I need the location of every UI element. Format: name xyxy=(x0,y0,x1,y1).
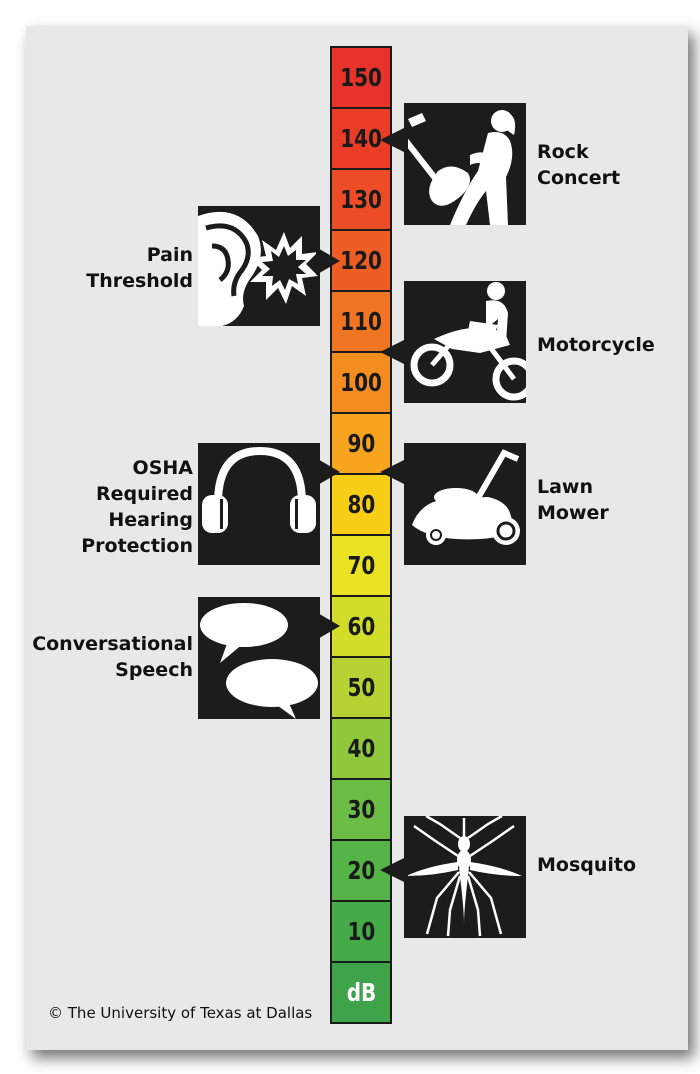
mosquito-icon xyxy=(406,816,522,937)
rock-concert-pointer xyxy=(380,126,408,154)
earmuffs-icon xyxy=(202,446,316,533)
pain-threshold-label-line-1: Pain xyxy=(146,244,193,266)
scale-segment-60: 60 xyxy=(330,595,392,658)
scale-segment-label: 110 xyxy=(340,307,382,336)
conversational-speech-panel xyxy=(198,597,320,719)
motorcycle-panel xyxy=(404,281,526,403)
speech-bubbles-icon xyxy=(200,603,318,719)
scale-segment-10: 10 xyxy=(330,900,392,963)
lawn-mower-panel xyxy=(404,443,526,565)
conversational-speech-label-line-1: Conversational xyxy=(32,633,193,655)
scale-segment-50: 50 xyxy=(330,656,392,719)
conversational-speech-label: Conversational Speech xyxy=(32,631,193,683)
scale-segment-label: 60 xyxy=(347,612,375,641)
lawn-mower-pointer xyxy=(380,458,408,486)
scale-segment-label: 90 xyxy=(347,429,375,458)
scale-segment-label: dB xyxy=(346,978,376,1007)
lawn-mower-label-line-1: Lawn xyxy=(537,476,594,498)
ear-pain-icon xyxy=(198,211,318,326)
osha-protection-label-line-4: Protection xyxy=(81,535,193,557)
scale-segment-label: 10 xyxy=(347,917,375,946)
motorcycle-pointer xyxy=(380,338,408,366)
scale-segment-label: 20 xyxy=(347,856,375,885)
scale-segment-130: 130 xyxy=(330,168,392,231)
motorcycle-icon xyxy=(410,282,526,401)
osha-protection-label-line-1: OSHA xyxy=(132,457,193,479)
osha-protection-pointer xyxy=(316,458,340,486)
scale-segment-label: 70 xyxy=(347,551,375,580)
mosquito-panel xyxy=(404,816,526,938)
pain-threshold-label-line-2: Threshold xyxy=(86,270,193,292)
copyright-notice: © The University of Texas at Dallas xyxy=(48,1004,313,1022)
pain-threshold-panel xyxy=(198,206,320,326)
lawn-mower-icon xyxy=(412,449,520,545)
scale-segment-label: 130 xyxy=(340,185,382,214)
rock-concert-panel xyxy=(404,103,526,225)
rock-concert-label-line-2: Concert xyxy=(537,167,621,189)
rock-concert-label: Rock Concert xyxy=(537,139,620,191)
decibel-scale: 150 140 130 120 110 100 90 80 70 60 50 40 30 20 10 dB xyxy=(330,46,392,1024)
osha-protection-label-line-2: Required xyxy=(95,483,193,505)
scale-segment-label: 30 xyxy=(347,795,375,824)
scale-segment-label: 150 xyxy=(340,63,382,92)
scale-segment-100: 100 xyxy=(330,351,392,414)
scale-segment-label: 100 xyxy=(340,368,382,397)
conversational-speech-label-line-2: Speech xyxy=(115,659,193,681)
scale-segment-label: 40 xyxy=(347,734,375,763)
mosquito-pointer xyxy=(380,856,408,884)
scale-segment-label: 80 xyxy=(347,490,375,519)
osha-protection-label-line-3: Hearing xyxy=(108,509,193,531)
pain-threshold-pointer xyxy=(316,247,340,275)
mosquito-label-line-1: Mosquito xyxy=(537,854,637,876)
scale-segment-20: 20 xyxy=(330,839,392,902)
scale-segment-label: 140 xyxy=(340,124,382,153)
motorcycle-label: Motorcycle xyxy=(537,332,655,358)
scale-segment-110: 110 xyxy=(330,290,392,353)
osha-protection-panel xyxy=(198,443,320,565)
lawn-mower-label: Lawn Mower xyxy=(537,474,609,526)
scale-segment-label: 120 xyxy=(340,246,382,275)
motorcycle-label-line-1: Motorcycle xyxy=(537,334,655,356)
guitarist-icon xyxy=(404,110,516,225)
osha-protection-label: OSHA Required Hearing Protection xyxy=(81,455,193,559)
pain-threshold-label: Pain Threshold xyxy=(86,242,193,294)
scale-segment-30: 30 xyxy=(330,778,392,841)
lawn-mower-label-line-2: Mower xyxy=(537,502,609,524)
scale-segment-80: 80 xyxy=(330,473,392,536)
scale-segment-90: 90 xyxy=(330,412,392,475)
mosquito-label: Mosquito xyxy=(537,852,636,878)
scale-segment-150: 150 xyxy=(330,46,392,109)
conversational-speech-pointer xyxy=(316,612,340,640)
scale-segment-70: 70 xyxy=(330,534,392,597)
scale-segment-label: 50 xyxy=(347,673,375,702)
scale-unit-label: dB xyxy=(330,961,392,1024)
rock-concert-label-line-1: Rock xyxy=(537,141,589,163)
scale-segment-40: 40 xyxy=(330,717,392,780)
